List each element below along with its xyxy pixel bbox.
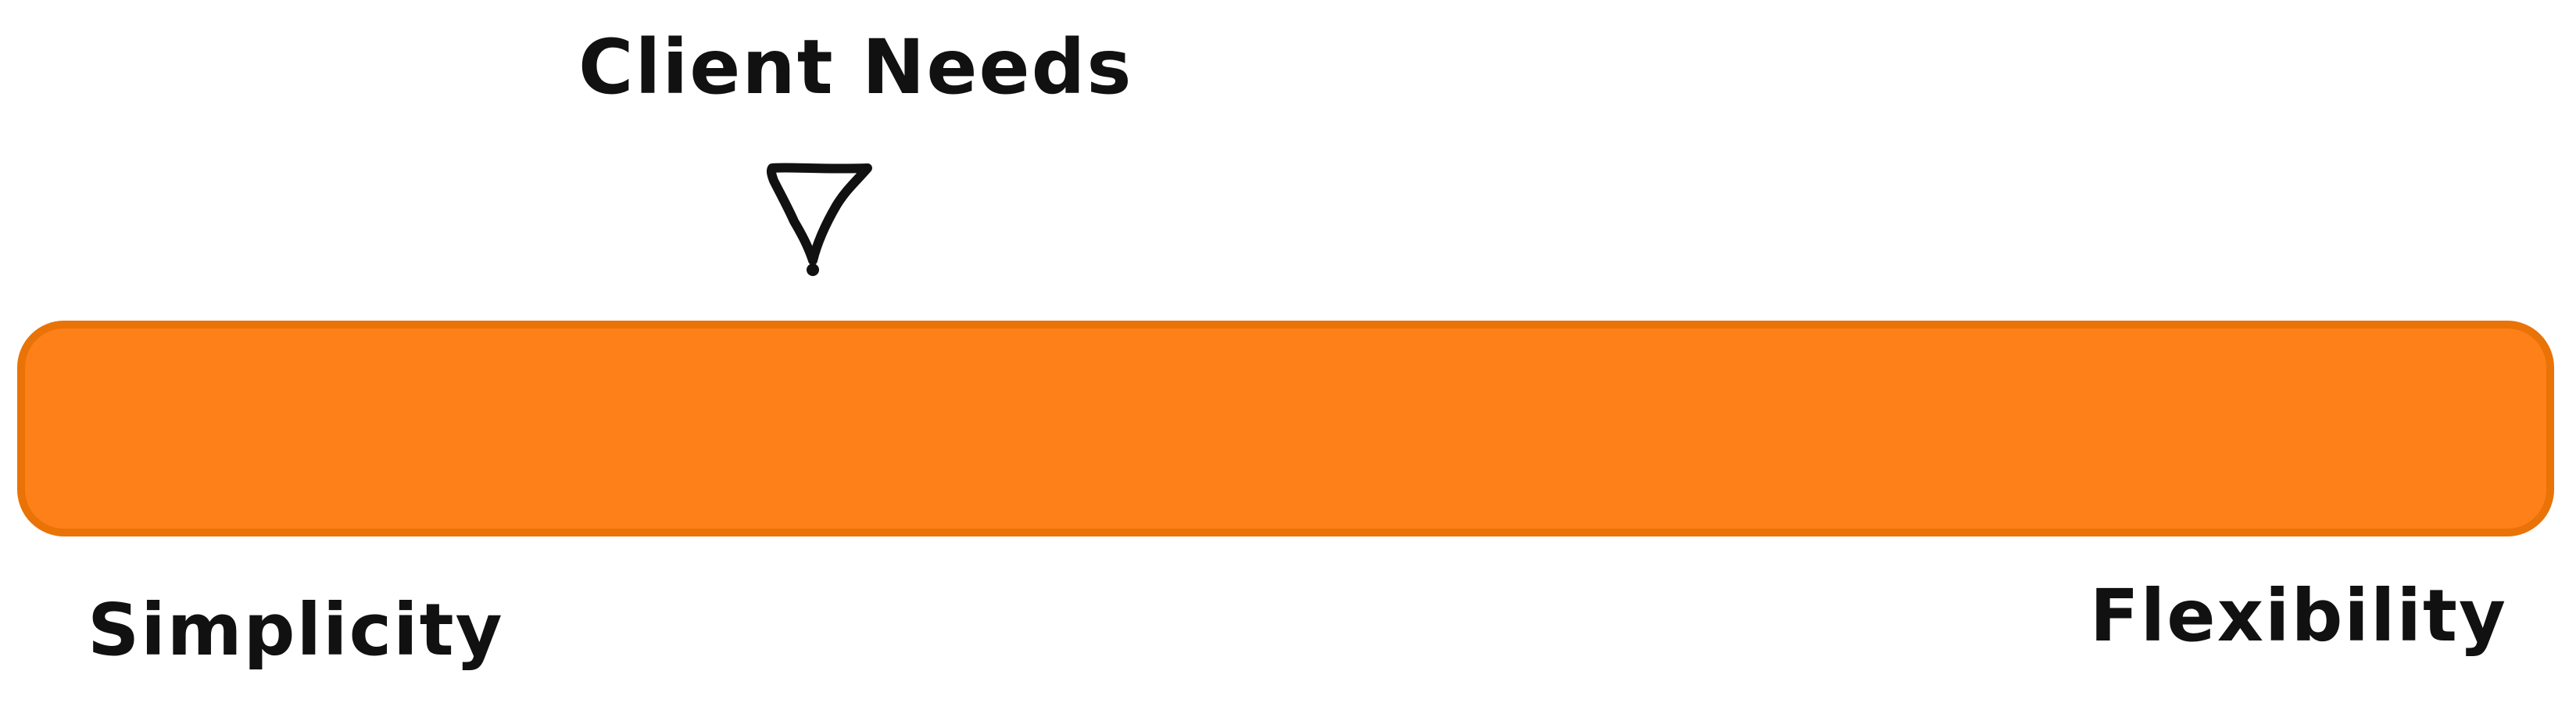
client-needs-label: Client Needs bbox=[578, 23, 1133, 111]
flexibility-label: Flexibility bbox=[2089, 574, 2507, 658]
spectrum-bar bbox=[17, 321, 2554, 536]
down-triangle-icon bbox=[766, 163, 872, 276]
simplicity-label: Simplicity bbox=[88, 588, 504, 672]
